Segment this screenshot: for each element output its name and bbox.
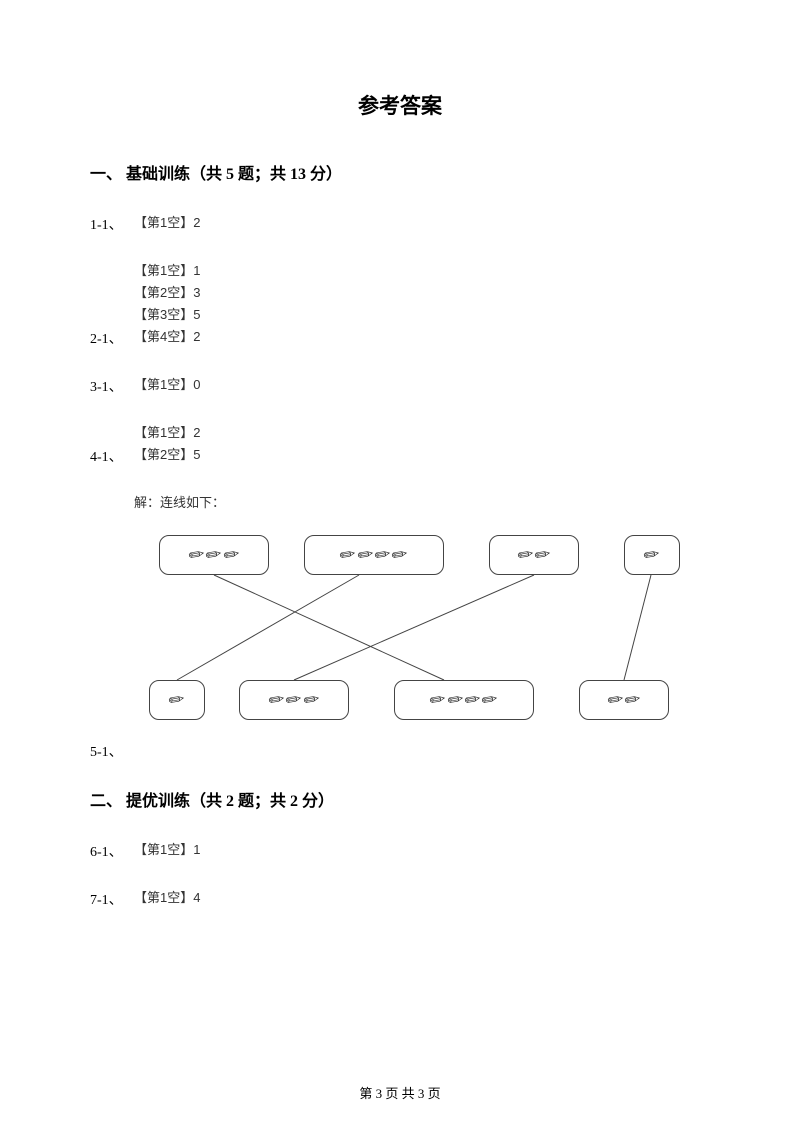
q1-prefix: 1-1、 (90, 214, 134, 234)
section1-heading: 一、 基础训练（共 5 题；共 13 分） (90, 160, 710, 184)
pencil-icon: ✏ (302, 689, 321, 711)
q3-prefix: 3-1、 (90, 376, 134, 396)
answer-q4: 4-1、 【第1空】2 【第2空】5 (90, 422, 710, 466)
bottom-box-2: ✏✏✏✏ (394, 680, 534, 720)
answer-q6: 6-1、 【第1空】1 (90, 839, 710, 861)
pencil-icon: ✏ (204, 544, 223, 566)
page-footer: 第 3 页 共 3 页 (0, 1083, 800, 1102)
answer-q2: 2-1、 【第1空】1 【第2空】3 【第3空】5 【第4空】2 (90, 260, 710, 348)
q2-line2: 【第2空】3 (134, 282, 200, 304)
q4-prefix: 4-1、 (90, 446, 134, 466)
q5-prefix: 5-1、 (90, 741, 134, 761)
q2-prefix: 2-1、 (90, 328, 134, 348)
pencil-icon: ✏ (480, 689, 499, 711)
pencil-icon: ✏ (446, 689, 465, 711)
pencil-icon: ✏ (167, 689, 186, 711)
pencil-icon: ✏ (390, 544, 409, 566)
q6-prefix: 6-1、 (90, 841, 134, 861)
answer-q7: 7-1、 【第1空】4 (90, 887, 710, 909)
section2-heading: 二、 提优训练（共 2 题；共 2 分） (90, 787, 710, 811)
q7-prefix: 7-1、 (90, 889, 134, 909)
bottom-box-3: ✏✏ (579, 680, 669, 720)
pencil-icon: ✏ (533, 544, 552, 566)
answer-q3: 3-1、 【第1空】0 (90, 374, 710, 396)
top-box-3: ✏ (624, 535, 680, 575)
q4-line2: 【第2空】5 (134, 444, 200, 466)
top-box-0: ✏✏✏ (159, 535, 269, 575)
q2-line4: 【第4空】2 (134, 326, 200, 348)
page-title: 参考答案 (90, 90, 710, 120)
q4-line1: 【第1空】2 (134, 422, 200, 444)
q7-line1: 【第1空】4 (134, 887, 200, 909)
pencil-icon: ✏ (623, 689, 642, 711)
answer-q5: 解：连线如下： ✏✏✏✏✏✏✏✏✏✏✏✏✏✏✏✏✏✏✏✏ 5-1、 (90, 492, 710, 761)
q6-line1: 【第1空】1 (134, 839, 200, 861)
top-box-2: ✏✏ (489, 535, 579, 575)
q2-line3: 【第3空】5 (134, 304, 200, 326)
answer-q1: 1-1、 【第1空】2 (90, 212, 710, 234)
bottom-box-0: ✏ (149, 680, 205, 720)
pencil-icon: ✏ (284, 689, 303, 711)
q5-intro: 解：连线如下： (134, 492, 710, 511)
pencil-icon: ✏ (222, 544, 241, 566)
top-box-1: ✏✏✏✏ (304, 535, 444, 575)
pencil-icon: ✏ (428, 689, 447, 711)
pencil-icon: ✏ (338, 544, 357, 566)
pencil-icon: ✏ (606, 689, 625, 711)
pencil-icon: ✏ (642, 544, 661, 566)
bottom-box-1: ✏✏✏ (239, 680, 349, 720)
q2-line1: 【第1空】1 (134, 260, 200, 282)
q3-line1: 【第1空】0 (134, 374, 200, 396)
matching-diagram: ✏✏✏✏✏✏✏✏✏✏✏✏✏✏✏✏✏✏✏✏ (134, 525, 714, 735)
pencil-icon: ✏ (516, 544, 535, 566)
q1-line1: 【第1空】2 (134, 212, 200, 234)
pencil-icon: ✏ (356, 544, 375, 566)
